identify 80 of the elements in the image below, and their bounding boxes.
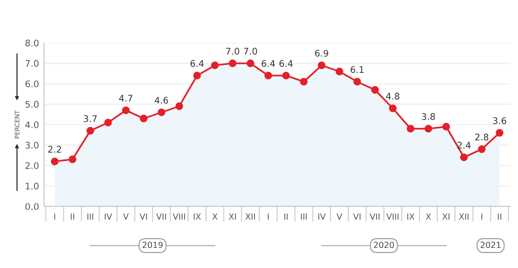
point [478,145,486,153]
point [246,59,254,68]
point [336,68,344,76]
x-tick-label: VI [140,214,147,220]
text: 2.0 [25,162,39,170]
data-label: 4.8 [386,92,400,100]
point [50,158,59,166]
data-label: 4.6 [154,96,168,104]
text: 7.0 [26,60,39,67]
text: 8.0 [25,40,39,46]
text: 2021 [480,242,500,248]
data-label: 2.4 [457,142,471,148]
data-label: 6.9 [315,50,328,57]
point [496,128,504,137]
x-tick-label: XI [442,214,450,220]
x-tick-label: XII [245,214,255,220]
point [86,126,94,135]
point [442,122,450,130]
x-tick-label: X [212,214,218,220]
point [140,114,148,122]
x-tick-label: III [300,214,307,220]
point [371,86,379,94]
point [175,102,184,110]
point [388,104,397,112]
x-tick-label: IV [318,214,326,220]
data-label: 6.4 [262,60,275,67]
point [122,106,130,114]
point [318,62,326,70]
x-tick-label: I [268,214,269,220]
point [300,78,308,86]
point [460,153,468,162]
data-label: 6.4 [279,60,293,67]
point [264,72,272,80]
point [424,124,432,133]
point [193,72,201,80]
text: 2019 [142,242,163,248]
data-label: 4.7 [119,94,132,102]
data-label: 2.8 [475,134,488,140]
text: 0.0 [25,203,39,210]
x-tick-label: IX [194,214,201,220]
point [282,72,290,80]
point [158,108,166,116]
data-label: 3.7 [84,115,97,122]
data-label: 7.0 [244,48,258,55]
x-tick-label: II [70,214,74,220]
text: 2020 [374,242,394,248]
x-tick-label: I [54,214,56,220]
x-tick-label: II [498,214,502,220]
x-tick-label: XII [458,214,468,220]
data-label: 6.1 [350,66,364,74]
x-tick-label: VII [370,214,380,220]
x-tick-label: VI [353,214,360,220]
data-label: 2.2 [48,146,61,153]
data-label: 3.6 [493,117,506,124]
data-label: 7.0 [226,48,240,55]
point [353,78,362,86]
text: 4.0 [25,121,39,128]
x-tick-label: II [284,214,288,220]
x-tick-label: VII [156,214,166,220]
x-tick-label: I [481,214,482,220]
x-tick-label: V [123,214,129,220]
point [228,59,236,68]
x-tick-label: VIII [172,214,185,220]
x-tick-label: III [87,214,94,220]
point [68,156,76,164]
text: 3.0 [26,142,39,149]
text: 5.0 [26,100,39,108]
text: 1.0 [26,182,39,190]
x-tick-label: IX [407,214,414,220]
point [211,62,219,70]
x-tick-label: X [426,214,431,220]
x-tick-label: V [336,214,342,220]
point [104,118,112,126]
data-label: 6.4 [190,60,204,67]
x-tick-label: VIII [386,214,399,220]
x-tick-label: XI [228,214,236,220]
point [406,124,414,133]
data-label: 3.8 [422,113,435,120]
x-tick-label: IV [104,214,112,220]
text: 6.0 [25,80,39,88]
